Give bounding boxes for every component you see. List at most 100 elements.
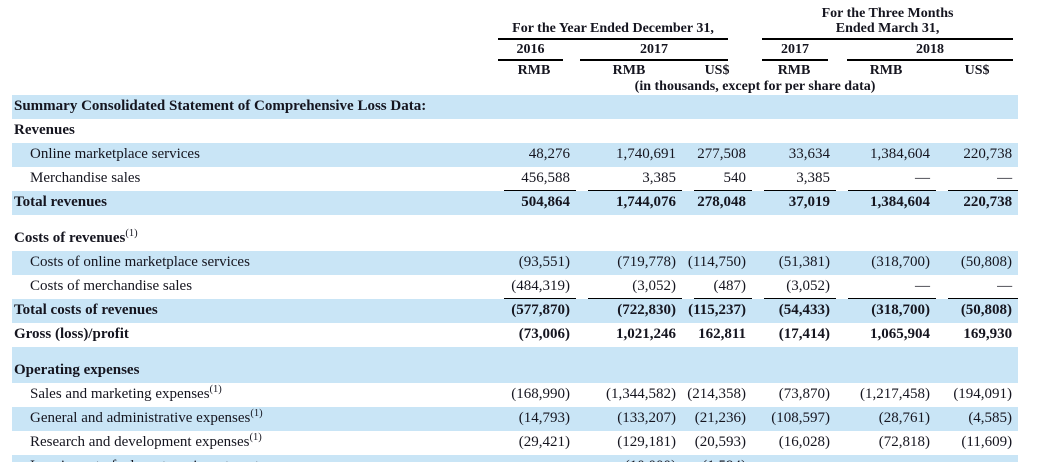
value-cell [682,119,752,143]
spacer-cell [12,215,1018,227]
row-label: Summary Consolidated Statement of Compre… [12,95,492,119]
value-cell: (73,870) [778,386,831,402]
year-ended-group-title: For the Year Ended December 31, [498,21,729,40]
value-cell: — [752,455,837,462]
year-2017-quarter-header: 2017 [752,40,836,61]
value-cell: (719,778) [576,251,682,275]
units-note-row: (in thousands, except for per share data… [12,78,1018,95]
value-cell: 540 [682,167,753,191]
value-cell: (318,700) [836,299,937,323]
row-label: Operating expenses [12,359,492,383]
units-note: (in thousands, except for per share data… [634,79,876,94]
value-cell [576,227,682,251]
total-revenues-row: Total revenues 504,864 1,744,076 278,048 37,… [12,191,1019,215]
value-cell: — [936,167,1019,191]
value-cell: 456,588 [492,167,576,191]
value-cell [576,119,682,143]
value-cell [836,227,936,251]
value-cell: (1,217,458) [860,386,931,402]
row-label: Revenues [14,122,75,138]
general-admin-expenses-row: General and administrative expenses(1) (1… [12,407,1019,431]
year-2017-annual-header: 2017 [576,40,752,61]
costs-merchandise-sales-row: Costs of merchandise sales (484,319) (3,05… [12,275,1019,299]
operating-expenses-header-row: Operating expenses [12,359,1019,383]
value-cell: (20,593) [694,434,747,450]
value-cell [492,359,576,383]
col-group-year-ended: For the Year Ended December 31, [492,6,752,40]
spacer-row [12,215,1018,227]
value-cell: (115,237) [682,299,753,323]
value-cell: 220,738 [936,143,1019,167]
value-cell: (14,793) [492,407,576,431]
comprehensive-loss-table: For the Year Ended December 31, For the … [12,6,1019,462]
row-label: Costs of revenues(1) [14,228,138,246]
value-cell: (73,006) [518,326,570,342]
merchandise-sales-row: Merchandise sales 456,588 3,385 540 3,385— — [12,167,1019,191]
value-cell: (3,052) [576,275,682,299]
currency-header: US$ [704,63,730,78]
table-header: For the Year Ended December 31, For the … [12,6,1018,95]
online-marketplace-services-row: Online marketplace services 48,276 1,740,6… [12,143,1019,167]
row-label: Sales and marketing expenses(1) [30,384,222,402]
currency-header: RMB [869,63,903,78]
value-cell [752,95,837,119]
value-cell: (168,990) [511,386,570,402]
value-cell: 162,811 [698,326,747,342]
value-cell: (3,052) [752,275,837,299]
column-group-row: For the Year Ended December 31, For the … [12,6,1018,40]
value-cell: 1,744,076 [576,191,682,215]
footnote-marker: (1) [209,384,222,395]
row-label: Impairment of a long-term investment [12,455,492,462]
row-label: Research and development expenses(1) [30,432,262,450]
costs-of-revenues-header-row: Costs of revenues(1) [12,227,1018,251]
value-cell: 1,384,604 [836,191,937,215]
research-development-expenses-row: Research and development expenses(1) (29,… [12,431,1018,455]
value-cell: (318,700) [836,251,937,275]
sales-marketing-expenses-row: Sales and marketing expenses(1) (168,990)… [12,383,1018,407]
gross-loss-profit-row: Gross (loss)/profit (73,006) 1,021,246 162,… [12,323,1018,347]
value-cell [836,95,937,119]
value-cell [682,359,753,383]
value-cell: 48,276 [492,143,576,167]
year-row: 2016 2017 2017 2018 [12,40,1018,61]
value-cell: (722,830) [576,299,682,323]
value-cell [492,95,576,119]
value-cell: (133,207) [576,407,682,431]
value-cell: 33,634 [752,143,837,167]
value-cell: (29,421) [518,434,570,450]
value-cell: (194,091) [953,386,1013,402]
value-cell: (108,597) [752,407,837,431]
three-months-group-title: For the Three Months Ended March 31, [762,6,1014,40]
value-cell: (54,433) [752,299,837,323]
value-cell [836,359,937,383]
footnote-marker: (1) [249,432,262,443]
value-cell: 1,065,904 [870,326,931,342]
row-label: Online marketplace services [12,143,492,167]
row-label: Total costs of revenues [12,299,492,323]
total-costs-of-revenues-row: Total costs of revenues (577,870) (722,830… [12,299,1019,323]
value-cell: 504,864 [492,191,576,215]
value-cell: 277,508 [682,143,753,167]
value-cell: (93,551) [492,251,576,275]
value-cell: — [836,275,937,299]
spacer-row [12,347,1019,359]
value-cell: (51,381) [752,251,837,275]
value-cell [752,359,837,383]
value-cell: (72,818) [878,434,931,450]
value-cell [492,227,576,251]
footnote-marker: (1) [125,228,138,239]
value-cell: 1,740,691 [576,143,682,167]
value-cell: (10,000) [576,455,682,462]
value-cell: (4,585) [936,407,1019,431]
value-cell: 3,385 [576,167,682,191]
value-cell: (484,319) [492,275,576,299]
value-cell: 3,385 [752,167,837,191]
row-label: General and administrative expenses(1) [12,407,492,431]
value-cell: (16,028) [778,434,831,450]
value-cell: 278,048 [682,191,753,215]
impairment-long-term-investment-row: Impairment of a long-term investment — (10… [12,455,1019,462]
revenues-header-row: Revenues [12,119,1018,143]
value-cell: (1,344,582) [606,386,676,402]
currency-header: RMB [612,63,646,78]
